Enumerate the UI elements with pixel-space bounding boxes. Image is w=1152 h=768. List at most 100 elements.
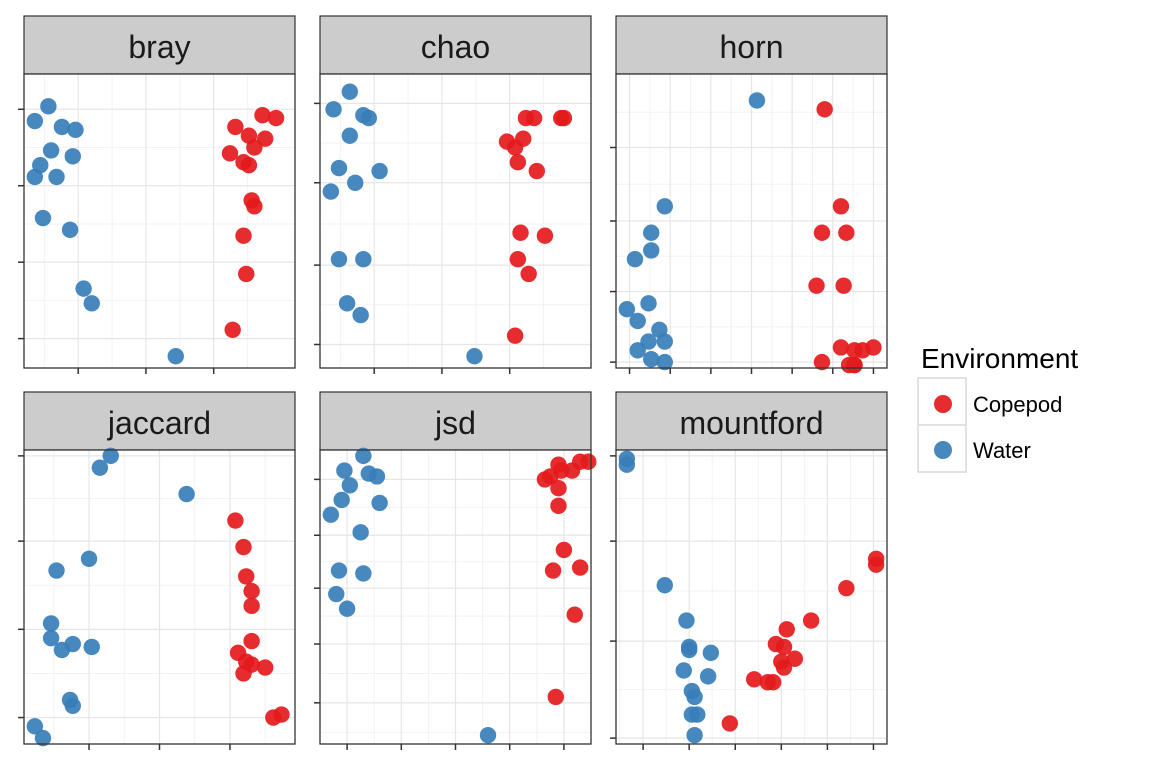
panel-background — [616, 450, 887, 744]
point-water — [656, 333, 673, 350]
point-copepod — [512, 224, 529, 241]
point-water — [466, 348, 483, 365]
facet-strip — [615, 391, 888, 451]
panel-border — [615, 73, 888, 369]
point-water — [368, 468, 386, 485]
point-water — [360, 109, 377, 127]
point-water — [328, 585, 345, 603]
point-copepod — [786, 650, 804, 667]
point-water — [618, 301, 636, 318]
point-copepod — [265, 709, 282, 726]
point-copepod — [267, 109, 285, 127]
point-water — [656, 353, 673, 371]
point-copepod — [746, 671, 763, 688]
point-copepod — [550, 480, 567, 497]
point-water — [75, 280, 92, 297]
point-water — [643, 224, 660, 241]
point-copepod — [238, 265, 255, 283]
point-copepod — [536, 227, 554, 244]
point-water — [347, 174, 364, 191]
point-copepod — [580, 453, 597, 470]
point-water — [42, 142, 60, 159]
facet-strip-label: jaccard — [107, 405, 211, 441]
point-copepod — [254, 106, 271, 124]
point-copepod — [528, 162, 545, 180]
point-copepod — [243, 632, 260, 650]
point-copepod — [221, 145, 239, 162]
point-copepod — [846, 356, 863, 374]
facet-panel-bray: bray — [18, 15, 296, 374]
point-copepod — [246, 198, 263, 215]
point-copepod — [509, 154, 527, 171]
point-water — [355, 447, 372, 465]
legend-copepod-label: Copepod — [973, 392, 1062, 417]
facet-strip-label: bray — [128, 29, 190, 65]
point-water — [678, 612, 695, 629]
point-copepod — [571, 559, 589, 576]
facet-strip — [319, 15, 592, 75]
point-copepod — [525, 109, 543, 127]
point-water — [338, 600, 356, 617]
point-water — [167, 348, 184, 365]
point-copepod — [235, 227, 252, 244]
point-water — [91, 459, 109, 476]
point-water — [355, 565, 372, 582]
point-copepod — [240, 156, 258, 174]
point-water — [330, 562, 348, 579]
point-water — [40, 98, 57, 115]
panel-background — [24, 74, 295, 368]
point-water — [48, 562, 65, 579]
point-water — [748, 92, 766, 109]
point-copepod — [563, 462, 581, 479]
panel-border — [23, 449, 296, 745]
point-water — [352, 524, 369, 541]
point-water — [48, 168, 65, 186]
point-copepod — [235, 538, 252, 556]
point-water — [83, 295, 100, 312]
point-water — [479, 726, 497, 744]
point-water — [42, 615, 60, 632]
point-water — [26, 718, 44, 735]
point-water — [680, 641, 698, 659]
point-copepod — [550, 497, 567, 515]
facet-strip-label: chao — [421, 29, 490, 65]
point-water — [656, 577, 673, 594]
point-copepod — [867, 556, 885, 573]
facet-strip-label: horn — [719, 29, 783, 65]
point-water — [629, 312, 646, 330]
point-copepod — [520, 265, 537, 283]
facet-strip-label: jsd — [434, 405, 476, 441]
point-copepod — [256, 130, 274, 147]
point-copepod — [566, 606, 583, 623]
facet-strip — [615, 15, 888, 75]
point-water — [26, 112, 44, 130]
legend-title: Environment — [921, 343, 1078, 374]
panels: bray chao horn jaccard jsd mountford — [18, 15, 888, 750]
point-copepod — [813, 353, 831, 371]
point-copepod — [544, 562, 562, 579]
point-water — [80, 550, 98, 567]
panel-border — [319, 449, 592, 745]
point-water — [371, 494, 388, 512]
legend-copepod-key — [934, 395, 952, 413]
point-water — [341, 83, 359, 100]
point-copepod — [555, 541, 573, 559]
point-copepod — [509, 251, 527, 268]
facet-panel-jaccard: jaccard — [18, 391, 296, 750]
point-water — [330, 251, 348, 268]
point-water — [371, 162, 388, 180]
point-water — [702, 644, 720, 662]
point-water — [352, 306, 369, 324]
point-copepod — [802, 612, 820, 629]
point-water — [333, 491, 350, 509]
point-water — [34, 729, 52, 747]
point-copepod — [778, 621, 795, 638]
point-water — [686, 726, 703, 744]
point-copepod — [547, 688, 564, 706]
point-copepod — [246, 139, 263, 156]
point-copepod — [865, 339, 882, 356]
panel-border — [615, 449, 888, 745]
point-copepod — [506, 327, 524, 344]
panel-border — [319, 73, 592, 369]
